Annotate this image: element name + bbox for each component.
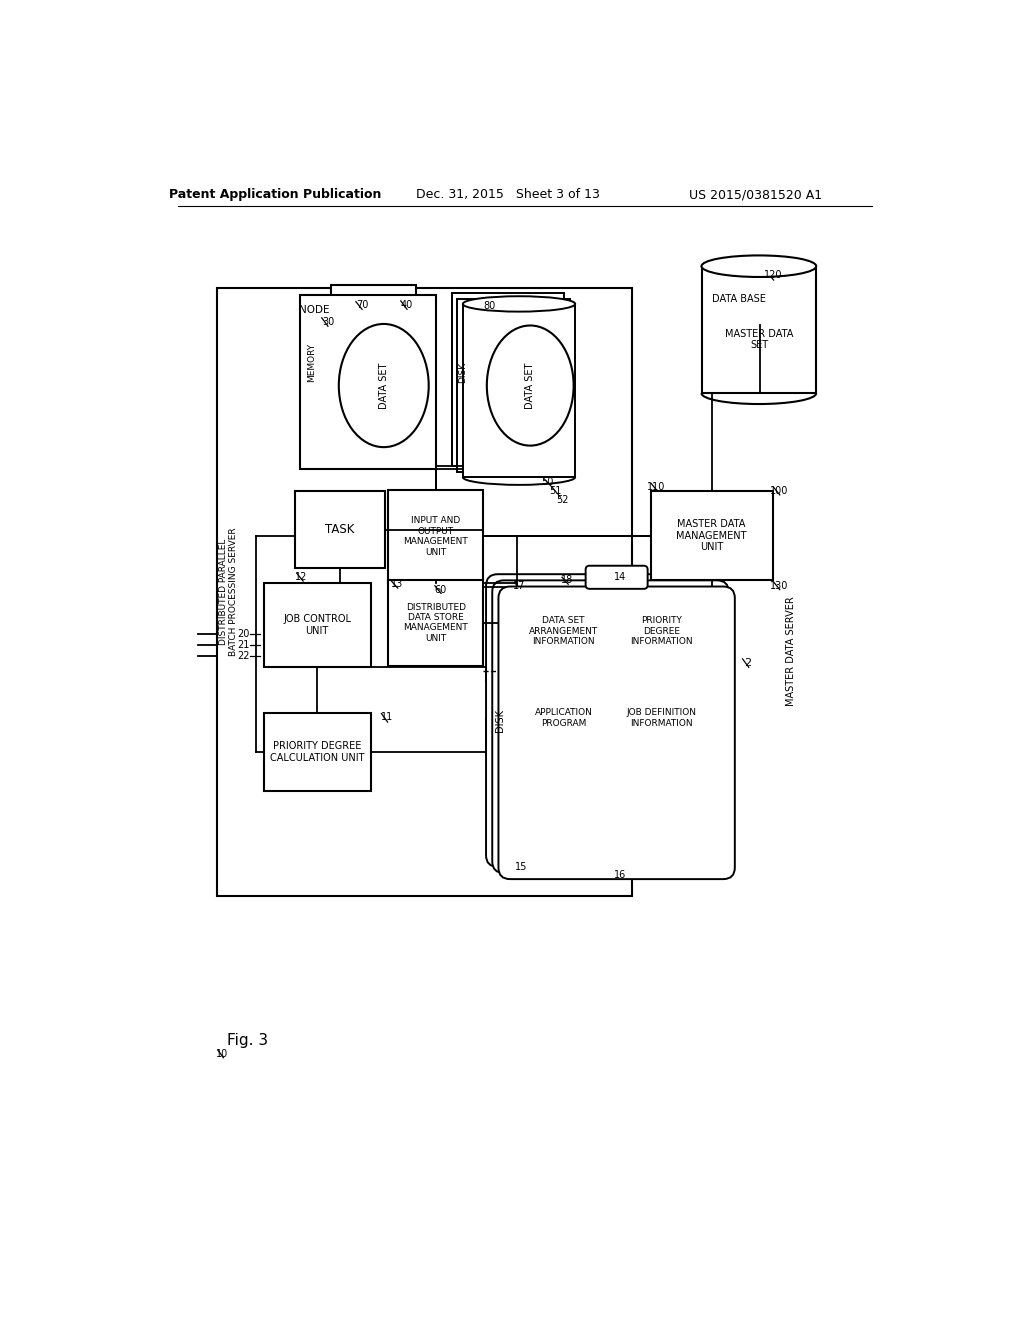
Bar	[452, 293, 564, 466]
Text: US 2015/0381520 A1: US 2015/0381520 A1	[689, 187, 822, 201]
Text: MASTER DATA SERVER: MASTER DATA SERVER	[786, 597, 797, 706]
Text: DATA SET
ARRANGEMENT
INFORMATION: DATA SET ARRANGEMENT INFORMATION	[529, 616, 598, 645]
FancyBboxPatch shape	[499, 586, 735, 879]
Text: 18: 18	[561, 576, 573, 585]
Bar	[463, 304, 575, 478]
Bar	[616, 594, 706, 668]
Text: DISTRIBUTED PARALLEL
BATCH PROCESSING SERVER: DISTRIBUTED PARALLEL BATCH PROCESSING SE…	[219, 528, 239, 656]
Text: 60: 60	[434, 585, 446, 594]
Text: 17: 17	[513, 581, 525, 591]
Ellipse shape	[463, 296, 575, 312]
Text: Fig. 3: Fig. 3	[227, 1032, 268, 1048]
Text: 52: 52	[556, 495, 569, 506]
Text: DISTRIBUTED
DATA STORE
MANAGEMENT
UNIT: DISTRIBUTED DATA STORE MANAGEMENT UNIT	[403, 603, 468, 643]
Text: 16: 16	[614, 870, 627, 879]
Bar	[263, 713, 371, 792]
Bar	[616, 682, 706, 755]
Text: 70: 70	[356, 300, 369, 310]
Text: DATA SET: DATA SET	[525, 363, 536, 409]
Bar	[331, 285, 417, 297]
Bar	[388, 579, 483, 665]
Text: 15: 15	[515, 862, 527, 871]
Ellipse shape	[339, 323, 429, 447]
Text: 12: 12	[295, 572, 308, 582]
Text: Dec. 31, 2015   Sheet 3 of 13: Dec. 31, 2015 Sheet 3 of 13	[416, 187, 600, 201]
Bar	[217, 288, 632, 896]
Text: 51: 51	[549, 486, 561, 496]
Bar	[517, 594, 610, 668]
Text: 21: 21	[238, 640, 250, 649]
Text: Patent Application Publication: Patent Application Publication	[169, 187, 381, 201]
Text: 14: 14	[614, 572, 627, 582]
Text: 13: 13	[391, 579, 403, 589]
Text: 100: 100	[770, 486, 788, 496]
Bar	[517, 682, 610, 755]
Text: DISK: DISK	[459, 362, 467, 383]
Bar	[651, 491, 773, 579]
Bar	[701, 267, 816, 393]
Text: 40: 40	[400, 300, 413, 310]
Text: APPLICATION
PROGRAM: APPLICATION PROGRAM	[535, 709, 593, 727]
Ellipse shape	[486, 326, 573, 446]
Text: MASTER DATA
SET: MASTER DATA SET	[725, 329, 794, 350]
Text: 22: 22	[238, 651, 250, 661]
Text: 11: 11	[381, 713, 393, 722]
Bar	[295, 491, 385, 568]
Text: PRIORITY DEGREE
CALCULATION UNIT: PRIORITY DEGREE CALCULATION UNIT	[270, 742, 365, 763]
Text: MASTER DATA
MANAGEMENT
UNIT: MASTER DATA MANAGEMENT UNIT	[676, 519, 746, 552]
FancyBboxPatch shape	[486, 574, 722, 867]
Text: 10: 10	[216, 1049, 228, 1059]
Text: 2: 2	[744, 657, 752, 668]
Text: PRIORITY
DEGREE
INFORMATION: PRIORITY DEGREE INFORMATION	[630, 616, 692, 645]
FancyBboxPatch shape	[586, 566, 647, 589]
Text: 50: 50	[541, 477, 553, 487]
Text: 80: 80	[483, 301, 496, 312]
Bar	[300, 296, 435, 469]
Bar	[458, 298, 569, 471]
Text: INPUT AND
OUTPUT
MANAGEMENT
UNIT: INPUT AND OUTPUT MANAGEMENT UNIT	[403, 516, 468, 557]
Text: 20: 20	[238, 630, 250, 639]
FancyBboxPatch shape	[493, 581, 729, 873]
Bar	[263, 583, 371, 667]
Text: MEMORY: MEMORY	[307, 343, 316, 381]
Text: JOB CONTROL
UNIT: JOB CONTROL UNIT	[283, 614, 351, 636]
Ellipse shape	[701, 256, 816, 277]
Text: 120: 120	[764, 271, 782, 280]
Text: TASK: TASK	[325, 523, 354, 536]
Text: 30: 30	[322, 317, 334, 326]
Text: DISK: DISK	[495, 709, 505, 733]
Text: DATA BASE: DATA BASE	[713, 293, 766, 304]
Text: 110: 110	[647, 482, 666, 492]
Text: 130: 130	[770, 581, 788, 591]
Bar	[388, 490, 483, 583]
Bar	[289, 293, 560, 616]
Text: NODE: NODE	[299, 305, 329, 315]
Text: JOB DEFINITION
INFORMATION: JOB DEFINITION INFORMATION	[627, 709, 696, 727]
Text: DATA SET: DATA SET	[379, 363, 389, 409]
